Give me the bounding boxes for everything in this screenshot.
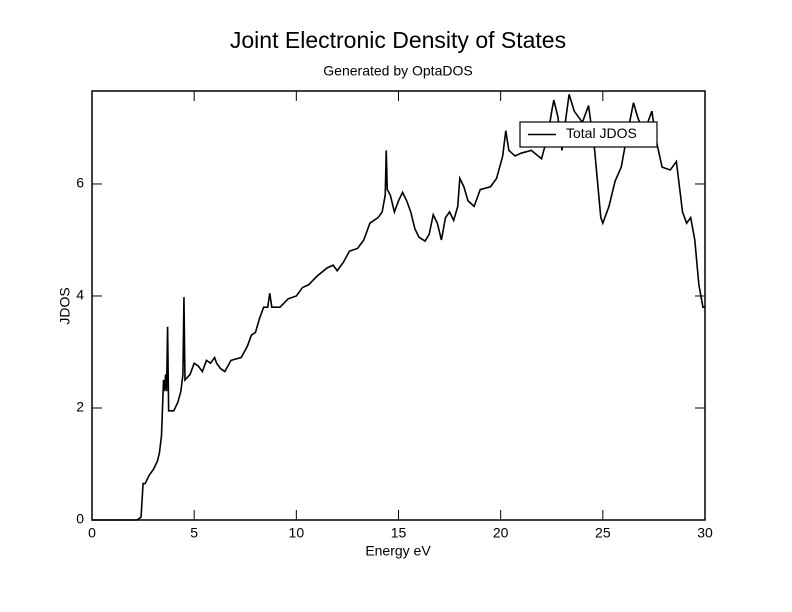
x-tick-label: 25 xyxy=(595,525,611,541)
x-axis-label: Energy eV xyxy=(365,543,431,559)
legend-label: Total JDOS xyxy=(566,125,637,141)
y-tick-label: 0 xyxy=(76,511,84,527)
y-tick-label: 2 xyxy=(76,399,84,415)
x-tick-label: 30 xyxy=(697,525,713,541)
y-tick-label: 4 xyxy=(76,287,84,303)
x-tick-label: 20 xyxy=(493,525,509,541)
x-tick-label: 15 xyxy=(391,525,407,541)
x-tick-label: 0 xyxy=(88,525,96,541)
chart-subtitle: Generated by OptaDOS xyxy=(323,63,472,79)
y-tick-label: 6 xyxy=(76,175,84,191)
data-line xyxy=(92,94,705,521)
x-tick-label: 10 xyxy=(289,525,305,541)
y-axis-label: JDOS xyxy=(57,287,73,324)
x-tick-label: 5 xyxy=(190,525,198,541)
chart-title: Joint Electronic Density of States xyxy=(230,27,566,53)
